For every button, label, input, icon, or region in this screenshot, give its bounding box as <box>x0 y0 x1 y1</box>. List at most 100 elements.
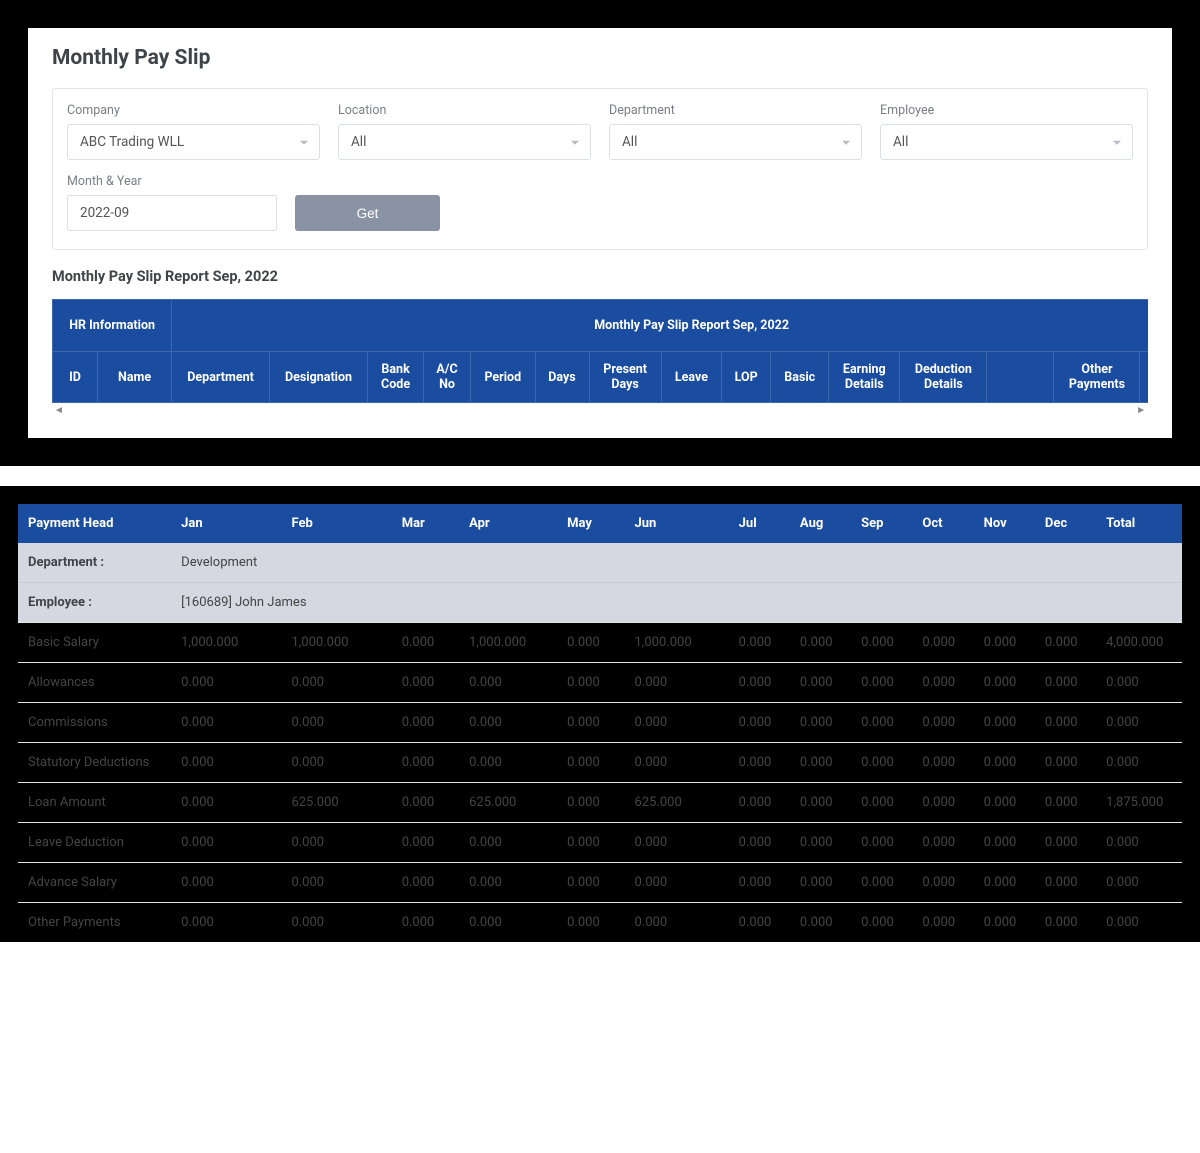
scroll-right-icon[interactable]: ► <box>1136 405 1146 416</box>
detail-row: Advance Salary0.0000.0000.0000.0000.0000… <box>18 863 1182 903</box>
get-button[interactable]: Get <box>295 195 440 231</box>
report-col: Period <box>471 352 535 403</box>
value-cell: 0.000 <box>459 743 557 783</box>
detail-row: Commissions0.0000.0000.0000.0000.0000.00… <box>18 703 1182 743</box>
value-cell: 0.000 <box>974 743 1035 783</box>
value-cell: 0.000 <box>790 703 851 743</box>
value-cell: 0.000 <box>851 663 912 703</box>
value-cell: 0.000 <box>392 623 459 663</box>
detail-header-cell: Jun <box>625 504 729 543</box>
value-cell: 0.000 <box>790 903 851 943</box>
value-cell: 1,000.000 <box>171 623 281 663</box>
report-columns-row: IDNameDepartmentDesignationBankCodeA/CNo… <box>53 352 1149 403</box>
report-table-scroll[interactable]: HR Information Monthly Pay Slip Report S… <box>52 299 1148 407</box>
detail-header-cell: May <box>557 504 624 543</box>
value-cell: 0.000 <box>851 863 912 903</box>
month-year-input[interactable]: 2022-09 <box>67 195 277 231</box>
value-cell: 0.000 <box>1035 783 1096 823</box>
value-cell: 0.000 <box>392 743 459 783</box>
scroll-left-icon[interactable]: ◄ <box>54 405 64 416</box>
top-frame: Monthly Pay Slip Company ABC Trading WLL… <box>0 0 1200 466</box>
employee-select[interactable]: All <box>880 124 1133 160</box>
value-cell: 0.000 <box>557 703 624 743</box>
detail-header-cell: Feb <box>281 504 391 543</box>
value-cell: 0.000 <box>1096 663 1182 703</box>
value-cell: 0.000 <box>974 863 1035 903</box>
value-cell: 0.000 <box>912 623 973 663</box>
department-info-label: Department : <box>18 543 171 583</box>
value-cell: 0.000 <box>851 903 912 943</box>
report-col: Designation <box>269 352 367 403</box>
value-cell: 0.000 <box>790 663 851 703</box>
value-cell: 0.000 <box>459 703 557 743</box>
location-field: Location All <box>338 103 591 160</box>
department-value: All <box>622 134 637 150</box>
value-cell: 0.000 <box>729 903 790 943</box>
detail-header-cell: Dec <box>1035 504 1096 543</box>
value-cell: 0.000 <box>625 823 729 863</box>
detail-header-cell: Oct <box>912 504 973 543</box>
employee-info-value: [160689] John James <box>171 583 1182 623</box>
report-col: ID <box>53 352 98 403</box>
value-cell: 0.000 <box>912 863 973 903</box>
page-title: Monthly Pay Slip <box>52 46 1148 70</box>
value-cell: 0.000 <box>392 703 459 743</box>
value-cell: 4,000.000 <box>1096 623 1182 663</box>
department-info-value: Development <box>171 543 1182 583</box>
company-label: Company <box>67 103 320 118</box>
payment-head-cell: Leave Deduction <box>18 823 171 863</box>
value-cell: 0.000 <box>557 863 624 903</box>
report-col: Department <box>172 352 270 403</box>
detail-header-cell: Jul <box>729 504 790 543</box>
value-cell: 0.000 <box>1035 663 1096 703</box>
detail-row: Other Payments0.0000.0000.0000.0000.0000… <box>18 903 1182 943</box>
location-select[interactable]: All <box>338 124 591 160</box>
value-cell: 0.000 <box>729 623 790 663</box>
report-col: A/CNo <box>423 352 470 403</box>
value-cell: 0.000 <box>729 663 790 703</box>
value-cell: 0.000 <box>557 623 624 663</box>
department-select[interactable]: All <box>609 124 862 160</box>
detail-header-cell: Nov <box>974 504 1035 543</box>
payment-head-cell: Loan Amount <box>18 783 171 823</box>
report-col: LateDeducti <box>1140 352 1148 403</box>
detail-row: Allowances0.0000.0000.0000.0000.0000.000… <box>18 663 1182 703</box>
value-cell: 0.000 <box>974 703 1035 743</box>
value-cell: 0.000 <box>625 903 729 943</box>
detail-header-cell: Total <box>1096 504 1182 543</box>
detail-header-row: Payment HeadJanFebMarAprMayJunJulAugSepO… <box>18 504 1182 543</box>
detail-body: Department : Development Employee : [160… <box>18 543 1182 942</box>
value-cell: 0.000 <box>557 783 624 823</box>
company-field: Company ABC Trading WLL <box>67 103 320 160</box>
employee-label: Employee <box>880 103 1133 118</box>
col-group-hr-info: HR Information <box>53 300 172 352</box>
report-col: Basic <box>771 352 829 403</box>
employee-value: All <box>893 134 908 150</box>
value-cell: 0.000 <box>171 743 281 783</box>
detail-table: Payment HeadJanFebMarAprMayJunJulAugSepO… <box>18 504 1182 942</box>
top-panel: Monthly Pay Slip Company ABC Trading WLL… <box>28 28 1172 438</box>
company-select[interactable]: ABC Trading WLL <box>67 124 320 160</box>
value-cell: 0.000 <box>912 703 973 743</box>
report-col: Days <box>535 352 589 403</box>
detail-row: Basic Salary1,000.0001,000.0000.0001,000… <box>18 623 1182 663</box>
location-label: Location <box>338 103 591 118</box>
scroll-arrows: ◄ ► <box>52 405 1148 416</box>
value-cell: 0.000 <box>557 743 624 783</box>
value-cell: 625.000 <box>281 783 391 823</box>
value-cell: 1,000.000 <box>459 623 557 663</box>
value-cell: 0.000 <box>171 703 281 743</box>
value-cell: 0.000 <box>625 743 729 783</box>
value-cell: 0.000 <box>459 863 557 903</box>
payment-head-cell: Allowances <box>18 663 171 703</box>
value-cell: 0.000 <box>790 743 851 783</box>
report-col: EarningDetails <box>829 352 900 403</box>
value-cell: 0.000 <box>459 663 557 703</box>
value-cell: 0.000 <box>912 903 973 943</box>
detail-row: Statutory Deductions0.0000.0000.0000.000… <box>18 743 1182 783</box>
filter-box: Company ABC Trading WLL Location All Dep… <box>52 88 1148 250</box>
detail-header-cell: Jan <box>171 504 281 543</box>
company-value: ABC Trading WLL <box>80 134 184 150</box>
month-year-label: Month & Year <box>67 174 277 189</box>
value-cell: 0.000 <box>974 783 1035 823</box>
